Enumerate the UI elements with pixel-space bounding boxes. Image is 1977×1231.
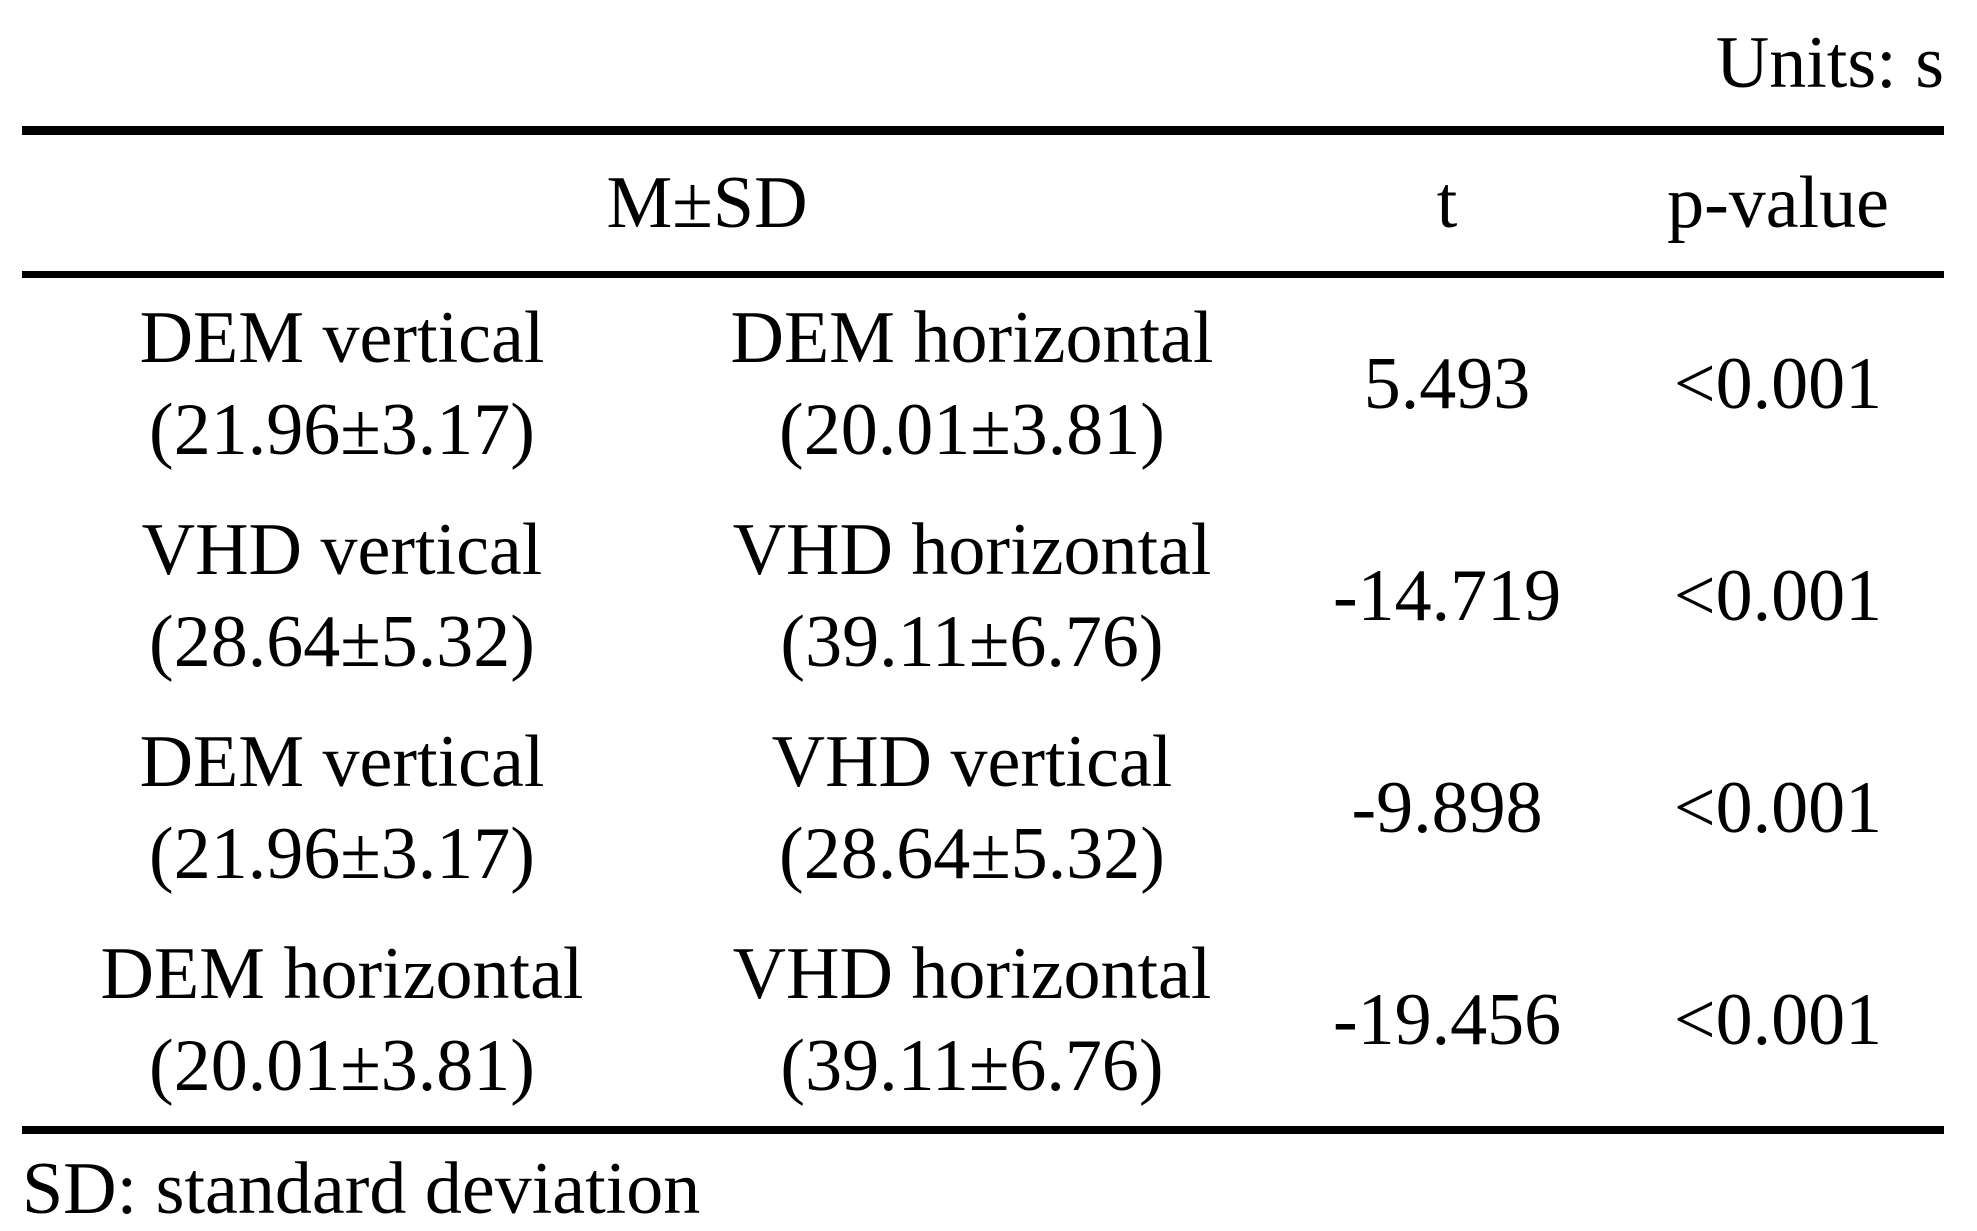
pair-b-cell: VHD vertical (28.64±5.32): [662, 702, 1282, 914]
col-header-t: t: [1282, 130, 1613, 278]
pair-a-cell: DEM vertical (21.96±3.17): [22, 702, 662, 914]
pair-a-label: DEM vertical: [139, 721, 545, 803]
header-row: M±SD t p-value: [22, 130, 1945, 278]
p-value: <0.001: [1673, 554, 1883, 637]
pair-a-value: (21.96±3.17): [149, 389, 535, 471]
col-header-msd-label: M±SD: [606, 161, 808, 244]
t-value: -14.719: [1332, 554, 1562, 637]
table-row: DEM horizontal (20.01±3.81) VHD horizont…: [22, 914, 1944, 1130]
pair-b-cell: DEM horizontal (20.01±3.81): [662, 275, 1282, 491]
table-row: DEM vertical (21.96±3.17) VHD vertical (…: [22, 702, 1944, 914]
pair-b-value: (39.11±6.76): [780, 601, 1164, 683]
pair-a-cell: DEM vertical (21.96±3.17): [22, 275, 662, 491]
pair-a-value: (21.96±3.17): [149, 813, 535, 895]
pair-b-value: (20.01±3.81): [779, 389, 1165, 471]
units-note: Units: s: [1715, 22, 1944, 104]
pair-a-value: (20.01±3.81): [149, 1025, 535, 1107]
table-row: VHD vertical (28.64±5.32) VHD horizontal…: [22, 490, 1944, 702]
pair-a-value: (28.64±5.32): [149, 601, 535, 683]
t-value: -9.898: [1351, 766, 1543, 849]
pair-b-value: (28.64±5.32): [779, 813, 1165, 895]
p-value: <0.001: [1673, 766, 1883, 849]
p-value: <0.001: [1673, 978, 1883, 1061]
pair-b-label: VHD vertical: [771, 721, 1173, 803]
pair-a-label: DEM vertical: [139, 297, 545, 379]
pair-b-label: VHD horizontal: [732, 509, 1212, 591]
t-value: 5.493: [1363, 342, 1531, 425]
table-body: DEM vertical (21.96±3.17) DEM horizontal…: [22, 275, 1944, 1131]
stats-table: M±SD t p-value DEM vertical (21.96±3.17)…: [22, 126, 1945, 1134]
pair-b-label: DEM horizontal: [730, 297, 1214, 379]
p-value: <0.001: [1673, 342, 1883, 425]
pair-a-cell: VHD vertical (28.64±5.32): [22, 490, 662, 702]
table-row: DEM vertical (21.96±3.17) DEM horizontal…: [22, 275, 1944, 491]
pair-b-cell: VHD horizontal (39.11±6.76): [662, 914, 1282, 1130]
t-value: -19.456: [1332, 978, 1562, 1061]
table-header: M±SD t p-value: [22, 130, 1945, 278]
col-header-msd: M±SD: [22, 130, 1283, 278]
col-header-p: p-value: [1612, 130, 1945, 278]
footnote: SD: standard deviation: [22, 1148, 701, 1230]
pair-a-label: DEM horizontal: [100, 933, 584, 1015]
pair-b-label: VHD horizontal: [732, 933, 1212, 1015]
pair-b-value: (39.11±6.76): [780, 1025, 1164, 1107]
pair-a-cell: DEM horizontal (20.01±3.81): [22, 914, 662, 1130]
pair-b-cell: VHD horizontal (39.11±6.76): [662, 490, 1282, 702]
pair-a-label: VHD vertical: [141, 509, 543, 591]
